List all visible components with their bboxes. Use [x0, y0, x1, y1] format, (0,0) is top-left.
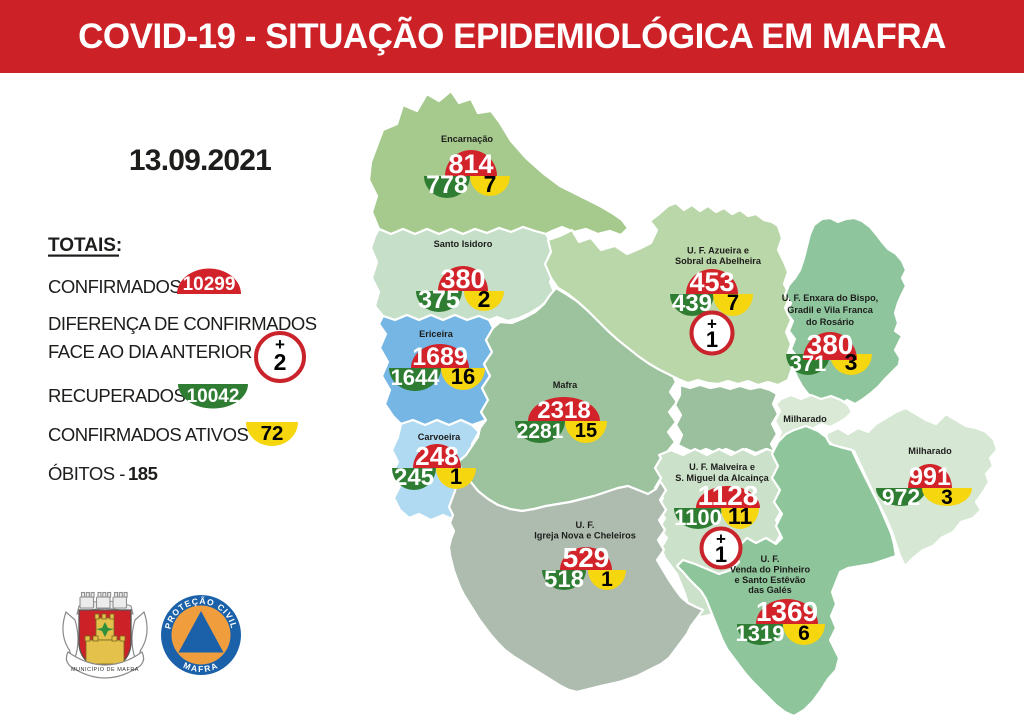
svg-text:10042: 10042: [187, 386, 240, 407]
svg-text:3: 3: [845, 349, 858, 375]
svg-text:371: 371: [790, 351, 827, 376]
svg-text:U. F. Enxara do Bispo,: U. F. Enxara do Bispo,: [782, 293, 879, 303]
svg-text:453: 453: [689, 267, 734, 297]
svg-text:3: 3: [941, 486, 953, 509]
svg-text:972: 972: [882, 484, 920, 510]
svg-text:991: 991: [909, 463, 951, 491]
svg-text:1: 1: [706, 327, 718, 352]
svg-text:380: 380: [807, 329, 854, 360]
svg-text:+: +: [716, 530, 726, 549]
svg-text:248: 248: [415, 441, 458, 471]
svg-text:CONFIRMADOS ATIVOS: CONFIRMADOS ATIVOS: [48, 424, 249, 445]
svg-text:10299: 10299: [183, 274, 236, 295]
svg-text:375: 375: [418, 286, 460, 314]
svg-text:16: 16: [451, 364, 475, 389]
svg-text:6: 6: [798, 622, 810, 645]
svg-text:1369: 1369: [756, 596, 818, 627]
svg-text:Milharado: Milharado: [783, 414, 827, 424]
svg-text:1100: 1100: [674, 505, 722, 530]
svg-text:ÓBITOS -: ÓBITOS -: [48, 463, 125, 484]
svg-text:MAFRA: MAFRA: [182, 660, 220, 674]
svg-text:185: 185: [128, 463, 158, 484]
svg-text:Sobral da Abelheira: Sobral da Abelheira: [675, 256, 762, 266]
svg-text:Carvoeira: Carvoeira: [418, 432, 461, 442]
svg-text:1128: 1128: [698, 480, 759, 511]
svg-text:1319: 1319: [736, 621, 785, 646]
svg-text:2281: 2281: [517, 420, 564, 443]
svg-text:Mafra: Mafra: [553, 380, 578, 390]
svg-text:2: 2: [274, 349, 287, 375]
svg-text:1: 1: [450, 464, 462, 489]
svg-text:529: 529: [563, 542, 610, 573]
svg-text:814: 814: [448, 149, 493, 179]
svg-text:Santo Isidoro: Santo Isidoro: [434, 239, 493, 249]
svg-text:RECUPERADOS: RECUPERADOS: [48, 385, 186, 406]
svg-text:Ericeira: Ericeira: [419, 329, 454, 339]
svg-text:15: 15: [575, 420, 597, 442]
svg-text:FACE AO DIA ANTERIOR: FACE AO DIA ANTERIOR: [48, 341, 252, 362]
svg-text:7: 7: [484, 171, 497, 197]
svg-text:13.09.2021: 13.09.2021: [129, 144, 271, 177]
svg-text:TOTAIS:: TOTAIS:: [48, 235, 122, 256]
svg-text:DIFERENÇA DE CONFIRMADOS: DIFERENÇA DE CONFIRMADOS: [48, 313, 317, 334]
svg-text:S. Miguel da Alcainça: S. Miguel da Alcainça: [675, 473, 769, 483]
svg-text:1644: 1644: [391, 365, 441, 390]
svg-text:e Santo Estêvão: e Santo Estêvão: [735, 575, 806, 585]
svg-text:U. F.: U. F.: [761, 554, 780, 564]
svg-text:Gradil e Vila Franca: Gradil e Vila Franca: [787, 305, 874, 315]
svg-text:7: 7: [727, 290, 739, 315]
svg-text:MUNICÍPIO DE MAFRA: MUNICÍPIO DE MAFRA: [71, 666, 139, 673]
svg-text:245: 245: [394, 464, 434, 491]
svg-text:778: 778: [426, 171, 468, 199]
svg-text:2318: 2318: [537, 397, 590, 424]
svg-text:1689: 1689: [412, 343, 468, 371]
svg-text:CONFIRMADOS: CONFIRMADOS: [48, 276, 181, 297]
svg-text:U. F.: U. F.: [576, 520, 595, 530]
svg-text:das Galés: das Galés: [748, 585, 791, 595]
svg-text:+: +: [707, 315, 717, 334]
svg-text:U. F. Malveira e: U. F. Malveira e: [689, 462, 755, 472]
svg-text:Venda do Pinheiro: Venda do Pinheiro: [730, 564, 811, 574]
svg-text:Igreja Nova e Cheleiros: Igreja Nova e Cheleiros: [534, 531, 636, 541]
svg-text:1: 1: [601, 568, 613, 591]
svg-text:1: 1: [715, 542, 727, 567]
svg-text:do Rosário: do Rosário: [806, 317, 854, 327]
svg-text:2: 2: [478, 286, 491, 312]
svg-text:Encarnação: Encarnação: [441, 134, 493, 144]
svg-text:518: 518: [544, 566, 584, 593]
svg-text:11: 11: [728, 503, 753, 529]
svg-text:U. F. Azueira e: U. F. Azueira e: [687, 246, 749, 256]
svg-text:Milharado: Milharado: [908, 446, 952, 456]
svg-text:+: +: [275, 335, 285, 354]
svg-text:72: 72: [261, 422, 284, 445]
svg-text:380: 380: [440, 264, 485, 294]
